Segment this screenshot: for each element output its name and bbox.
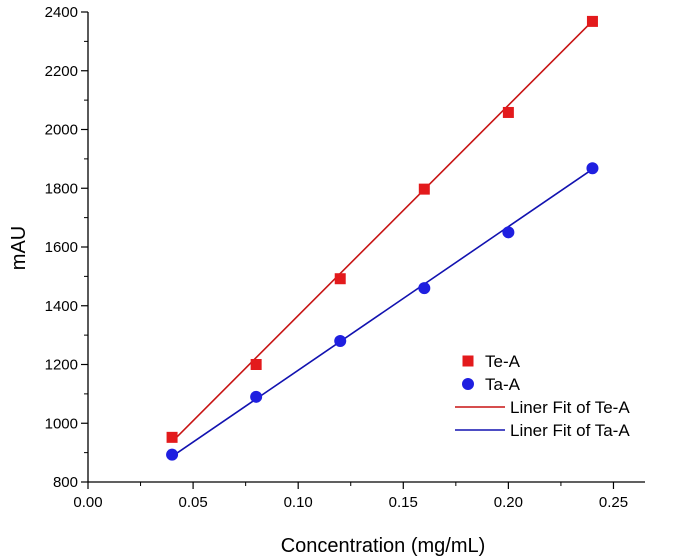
x-tick-label: 0.25 [599, 494, 628, 511]
point-te-a [418, 183, 430, 195]
y-tick-label: 2200 [45, 63, 78, 80]
y-tick-label: 2400 [45, 4, 78, 21]
data-points [166, 15, 599, 461]
point-ta-a [250, 390, 263, 403]
legend-label: Liner Fit of Ta-A [510, 421, 630, 440]
fit-lines [171, 20, 594, 458]
point-ta-a [418, 282, 431, 295]
x-tick-label: 0.20 [494, 494, 523, 511]
x-tick-label: 0.00 [73, 494, 102, 511]
x-tick-label: 0.15 [389, 494, 418, 511]
legend: Te-A Ta-A Liner Fit of Te-A Liner Fit of Ta… [455, 352, 630, 440]
point-te-a [586, 15, 598, 27]
x-tick-label: 0.05 [178, 494, 207, 511]
y-tick-label: 2000 [45, 122, 78, 139]
legend-label: Liner Fit of Te-A [510, 398, 630, 417]
x-axis-title: Concentration (mg/mL) [281, 535, 486, 557]
legend-label: Ta-A [485, 375, 521, 394]
point-ta-a [334, 335, 347, 347]
legend-label: Te-A [485, 352, 521, 371]
y-tick-label: 1600 [45, 239, 78, 256]
legend-marker-te-a [462, 355, 474, 367]
point-te-a [334, 273, 346, 285]
point-te-a [250, 359, 262, 370]
fit-line-liner-fit-of-ta-a [171, 168, 593, 458]
point-te-a [166, 431, 178, 443]
y-tick-label: 1200 [45, 357, 78, 374]
point-te-a [502, 106, 514, 118]
point-ta-a [586, 162, 599, 175]
fit-line-liner-fit-of-te-a [171, 20, 594, 443]
y-tick-label: 800 [53, 474, 78, 491]
y-tick-label: 1800 [45, 180, 78, 197]
y-axis-title: mAU [8, 226, 30, 270]
y-tick-label: 1000 [45, 415, 78, 432]
point-ta-a [166, 448, 179, 461]
y-tick-label: 1400 [45, 298, 78, 315]
point-ta-a [502, 226, 515, 239]
legend-marker-ta-a [462, 378, 474, 390]
axes: 800 1000 1200 1400 1600 1800 2000 2200 2400 0.00 0… [45, 4, 645, 511]
x-tick-label: 0.10 [284, 494, 313, 511]
